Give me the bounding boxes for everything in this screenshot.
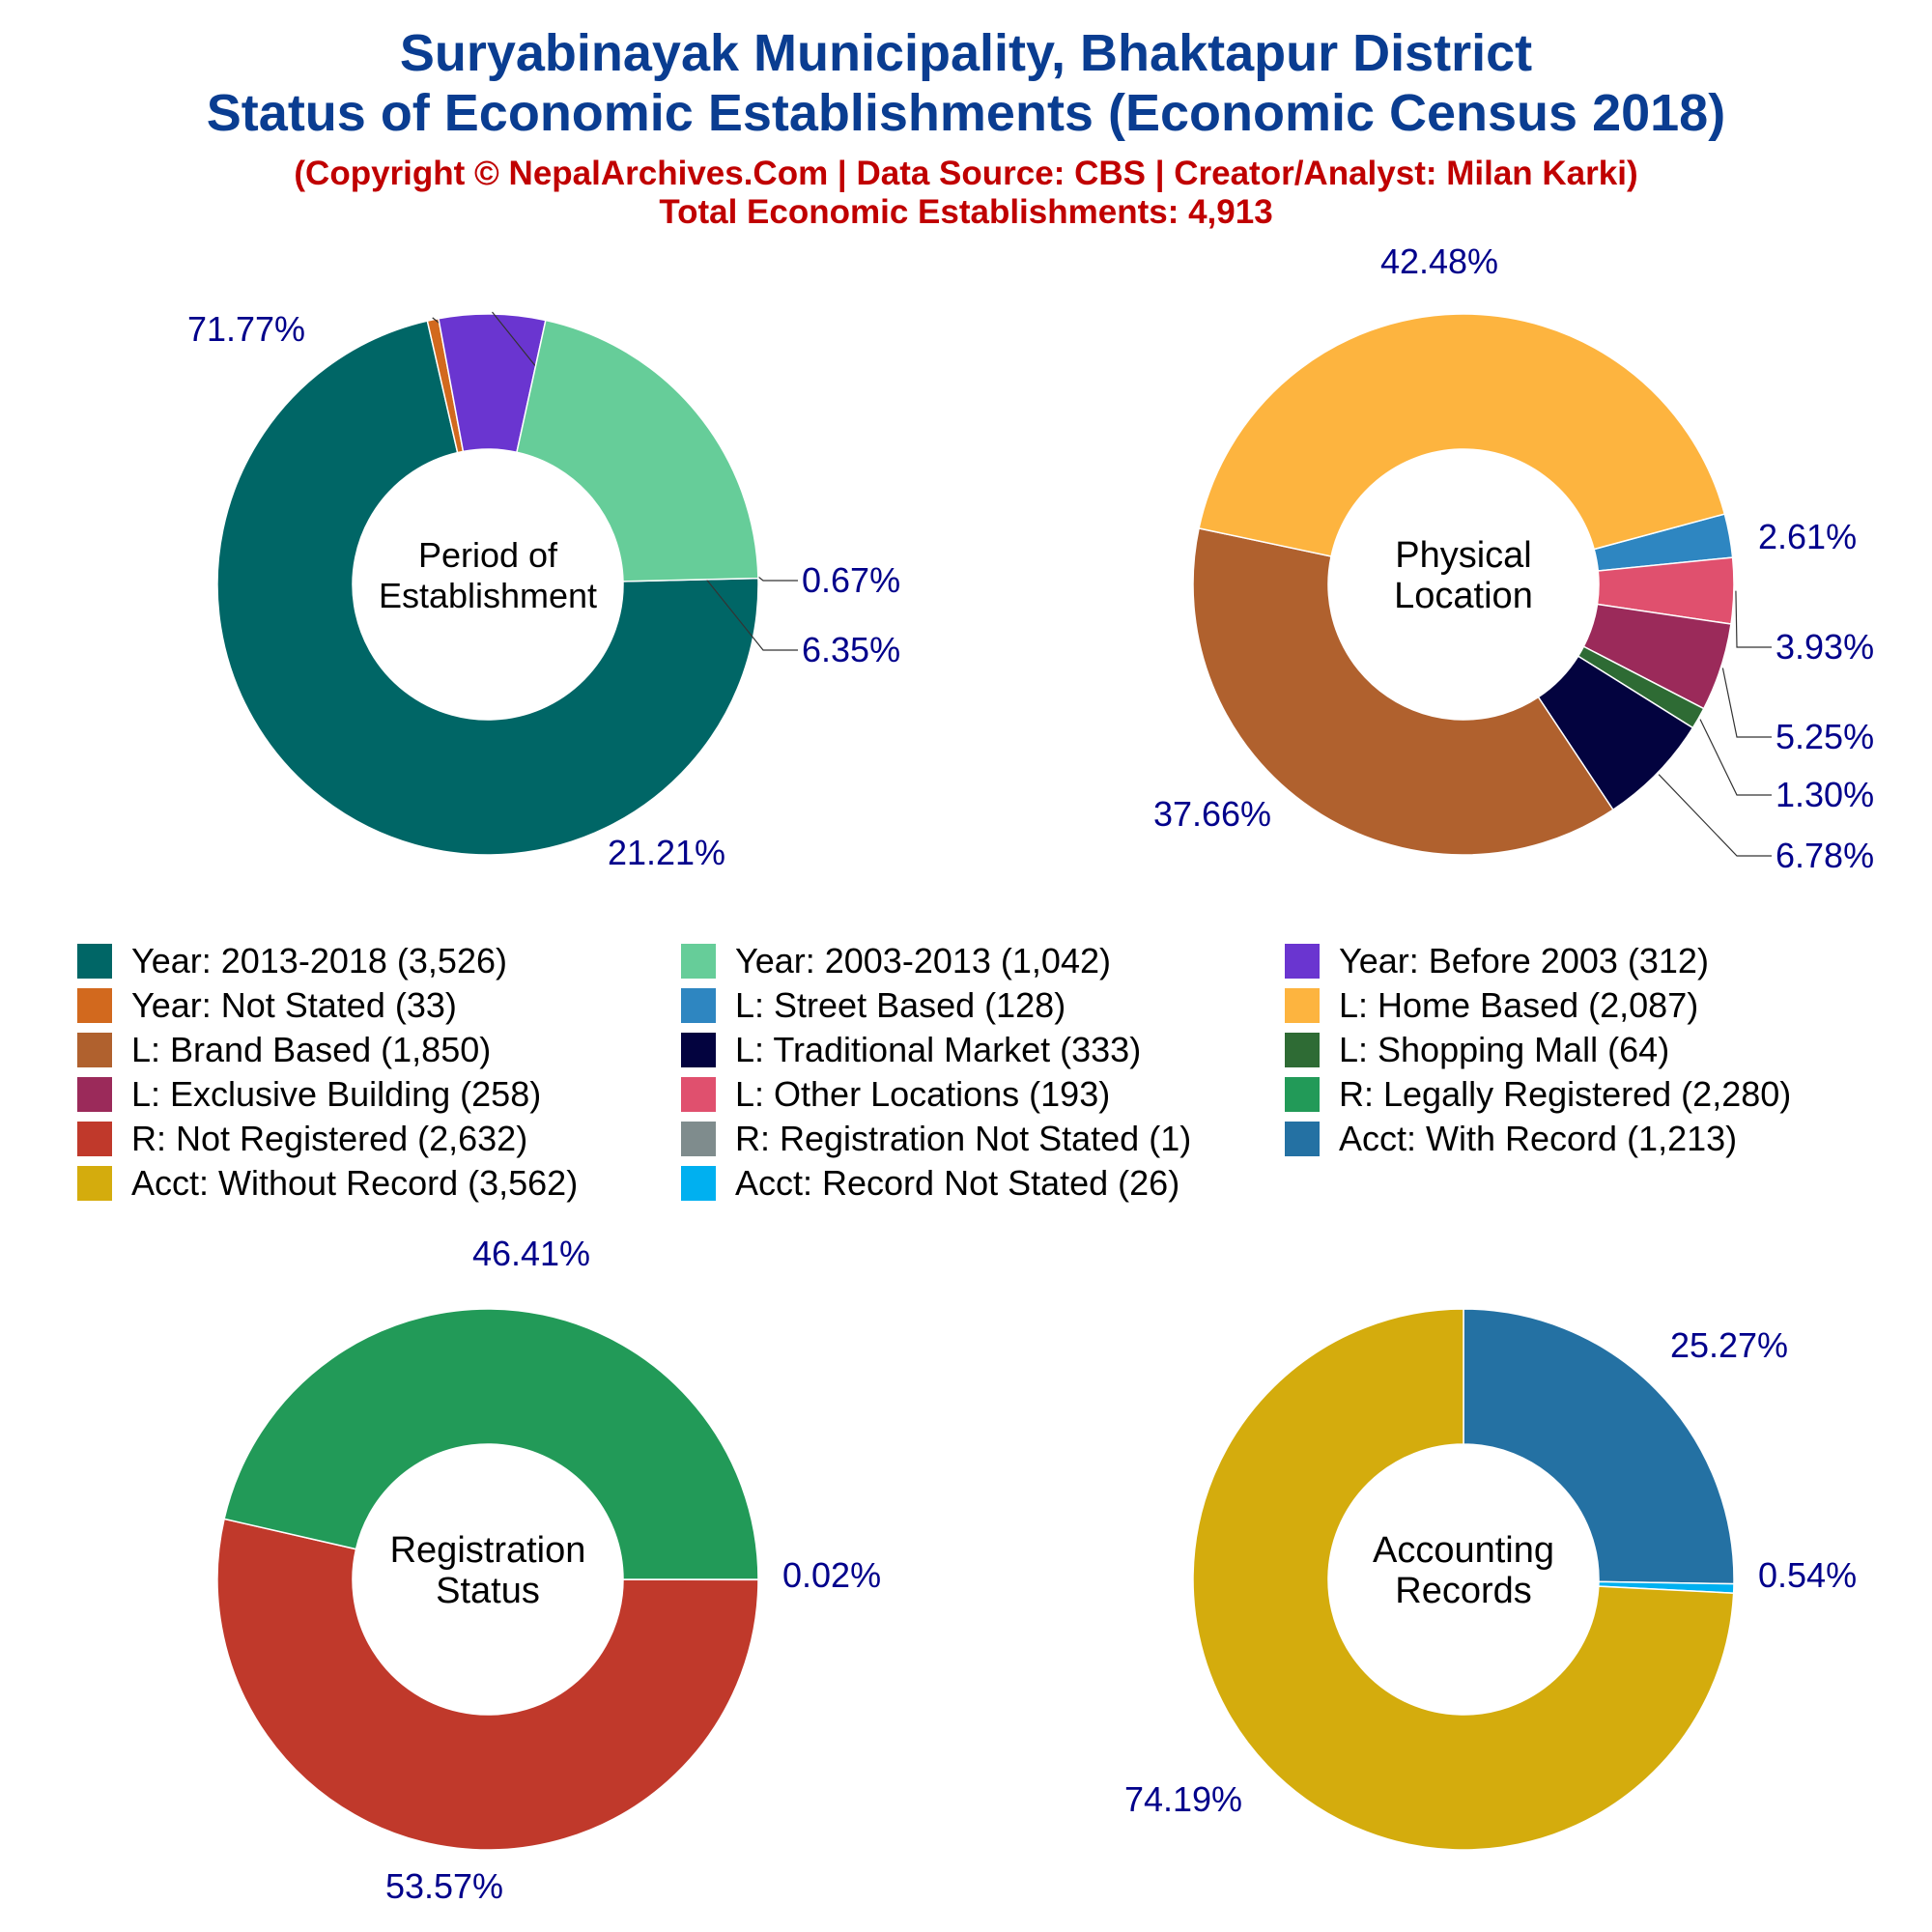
data-label-3-2: 53.57% [385, 1866, 503, 1906]
legend-swatch [681, 1122, 716, 1156]
legend-item: R: Registration Not Stated (1) [681, 1119, 1192, 1158]
legend-swatch [681, 1077, 716, 1112]
data-label-1-4: 21.21% [608, 833, 725, 872]
legend-label: Acct: With Record (1,213) [1339, 1119, 1738, 1158]
legend-swatch [1285, 1122, 1320, 1156]
legend-item: L: Brand Based (1,850) [77, 1030, 492, 1069]
data-label-4-2: 0.54% [1758, 1555, 1857, 1595]
legend-item: L: Home Based (2,087) [1285, 985, 1699, 1025]
donut-chart-1: 71.77% 0.67% 6.35% 21.21% Period ofEstablish… [187, 309, 900, 872]
leader-line-2-2 [1735, 590, 1772, 648]
legend-label: Year: 2003-2013 (1,042) [735, 941, 1111, 980]
data-label-2-5: 6.78% [1776, 836, 1874, 875]
center-label-4-2: Records [1395, 1571, 1532, 1611]
legend-item: Year: 2003-2013 (1,042) [681, 941, 1111, 980]
data-label-4-3: 74.19% [1124, 1779, 1242, 1819]
leader-line-2-5 [1658, 774, 1772, 857]
legend-item: L: Exclusive Building (258) [77, 1074, 542, 1114]
legend-label: R: Legally Registered (2,280) [1339, 1074, 1792, 1114]
data-label-3-1: 0.02% [782, 1555, 881, 1595]
data-label-4-1: 25.27% [1670, 1325, 1788, 1365]
legend-swatch [1285, 1033, 1320, 1067]
legend-swatch [77, 1122, 112, 1156]
legend-item: Acct: With Record (1,213) [1285, 1119, 1738, 1158]
data-label-1-2: 0.67% [802, 560, 900, 600]
legend-label: R: Registration Not Stated (1) [735, 1119, 1192, 1158]
legend-swatch [77, 944, 112, 979]
legend-swatch [681, 988, 716, 1023]
legend-item: L: Other Locations (193) [681, 1074, 1111, 1114]
legend-swatch [681, 944, 716, 979]
legend-swatch [77, 1166, 112, 1201]
data-label-1-3: 6.35% [802, 630, 900, 669]
legend-label: R: Not Registered (2,632) [131, 1119, 528, 1158]
slice-2-6 [1192, 527, 1614, 856]
leader-line-2-4 [1699, 719, 1772, 796]
legend-swatch [77, 1033, 112, 1067]
data-label-2-1: 2.61% [1758, 517, 1857, 556]
slice-1-4 [516, 319, 759, 582]
legend-swatch [681, 1166, 716, 1201]
legend-swatch [681, 1033, 716, 1067]
data-label-2-2: 3.93% [1776, 627, 1874, 667]
legend-item: Acct: Record Not Stated (26) [681, 1163, 1180, 1203]
data-label-2-6: 37.66% [1153, 794, 1271, 834]
chart-title-line2: Status of Economic Establishments (Econo… [206, 84, 1726, 142]
legend-swatch [1285, 988, 1320, 1023]
legend-swatch [1285, 1077, 1320, 1112]
data-label-2-7: 42.48% [1380, 242, 1498, 281]
legend-item: Year: Before 2003 (312) [1285, 941, 1709, 980]
slice-3-3 [223, 1308, 759, 1580]
slice-3-2 [216, 1518, 759, 1851]
legend-label: L: Traditional Market (333) [735, 1030, 1142, 1069]
legend-swatch [1285, 944, 1320, 979]
legend-item: L: Traditional Market (333) [681, 1030, 1142, 1069]
legend-label: L: Street Based (128) [735, 985, 1066, 1025]
legend-swatch [77, 988, 112, 1023]
legend-item: R: Not Registered (2,632) [77, 1119, 528, 1158]
data-label-3-3: 46.41% [472, 1234, 590, 1273]
legend-item: L: Street Based (128) [681, 985, 1066, 1025]
legend-item: R: Legally Registered (2,280) [1285, 1074, 1792, 1114]
legend-label: L: Other Locations (193) [735, 1074, 1111, 1114]
chart-title-line1: Suryabinayak Municipality, Bhaktapur Dis… [399, 24, 1533, 82]
donut-chart-2: 2.61% 3.93% 5.25% 1.30% 6.78% 37.66% 42.48% Phy… [1153, 242, 1874, 875]
center-label-3-1: Registration [390, 1530, 586, 1571]
data-label-1-1: 71.77% [187, 309, 305, 349]
legend-item: Year: Not Stated (33) [77, 985, 457, 1025]
slice-2-7 [1198, 313, 1726, 557]
legend-item: L: Shopping Mall (64) [1285, 1030, 1670, 1069]
legend-label: L: Brand Based (1,850) [131, 1030, 492, 1069]
leader-line-2-3 [1721, 668, 1772, 738]
center-label-2-2: Location [1394, 576, 1533, 616]
data-label-2-3: 5.25% [1776, 717, 1874, 756]
legend-label: L: Home Based (2,087) [1339, 985, 1699, 1025]
center-label-2-1: Physical [1395, 535, 1532, 576]
legend-item: Acct: Without Record (3,562) [77, 1163, 579, 1203]
legend-label: L: Exclusive Building (258) [131, 1074, 542, 1114]
legend-label: Year: Not Stated (33) [131, 985, 457, 1025]
total-establishments: Total Economic Establishments: 4,913 [659, 193, 1273, 231]
center-label-3-2: Status [436, 1571, 540, 1611]
credit-line: (Copyright © NepalArchives.Com | Data So… [294, 155, 1638, 192]
slice-4-3 [1192, 1308, 1735, 1851]
legend-label: Acct: Without Record (3,562) [131, 1163, 579, 1203]
legend-label: Year: 2013-2018 (3,526) [131, 941, 507, 980]
legend-label: Year: Before 2003 (312) [1339, 941, 1709, 980]
legend-label: L: Shopping Mall (64) [1339, 1030, 1670, 1069]
slice-1-1 [216, 320, 759, 856]
center-label-1-2: Establishment [379, 576, 597, 615]
data-label-2-4: 1.30% [1776, 775, 1874, 814]
center-label-1-1: Period of [418, 535, 558, 575]
center-label-4-1: Accounting [1373, 1530, 1554, 1571]
legend-swatch [77, 1077, 112, 1112]
legend-item: Year: 2013-2018 (3,526) [77, 941, 507, 980]
slice-4-1 [1463, 1308, 1735, 1585]
legend-label: Acct: Record Not Stated (26) [735, 1163, 1180, 1203]
